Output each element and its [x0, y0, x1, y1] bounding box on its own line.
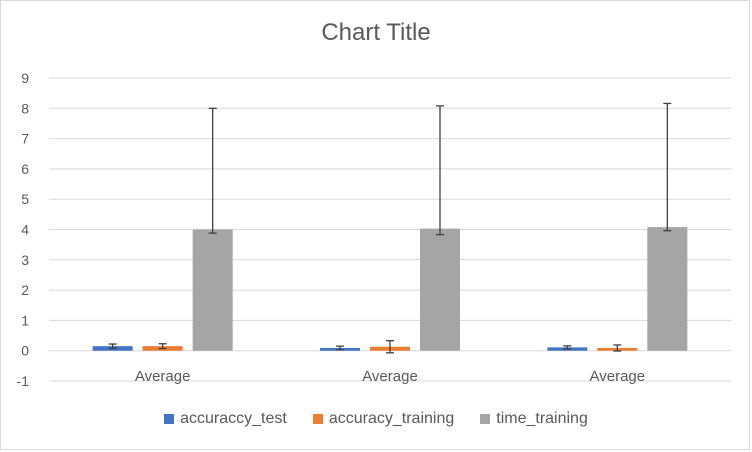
legend-item: accuraccy_test [164, 410, 287, 428]
bar-time_training [647, 227, 688, 351]
chart-title: Chart Title [321, 19, 431, 46]
legend-item: time_training [480, 410, 588, 428]
y-tick-label: 8 [21, 100, 29, 116]
y-tick-label: 1 [21, 312, 29, 328]
legend-swatch [164, 414, 175, 424]
x-tick-label: Average [135, 368, 191, 385]
legend-label: accuracy_training [328, 410, 455, 427]
x-tick-label: Average [590, 368, 646, 385]
y-tick-label: 5 [21, 191, 29, 207]
bar-time_training [420, 228, 460, 351]
bar-time_training [192, 229, 233, 351]
x-tick-label: Average [362, 368, 418, 385]
y-tick-label: 0 [21, 343, 29, 359]
legend-swatch [480, 414, 491, 424]
legend-item: accuracy_training [312, 410, 455, 428]
legend-label: accuraccy_test [180, 410, 287, 427]
y-tick-label: 9 [21, 70, 29, 86]
y-tick-label: 6 [21, 161, 29, 177]
y-tick-label: 3 [21, 252, 29, 268]
y-tick-label: 7 [21, 131, 29, 147]
y-tick-label: 4 [21, 222, 29, 238]
y-tick-label: -1 [17, 373, 30, 389]
legend-label: time_training [496, 410, 588, 427]
y-tick-label: 2 [21, 282, 29, 298]
legend-swatch [312, 414, 323, 424]
chart-legend: accuraccy_test accuracy_training time_trai… [1, 410, 751, 428]
